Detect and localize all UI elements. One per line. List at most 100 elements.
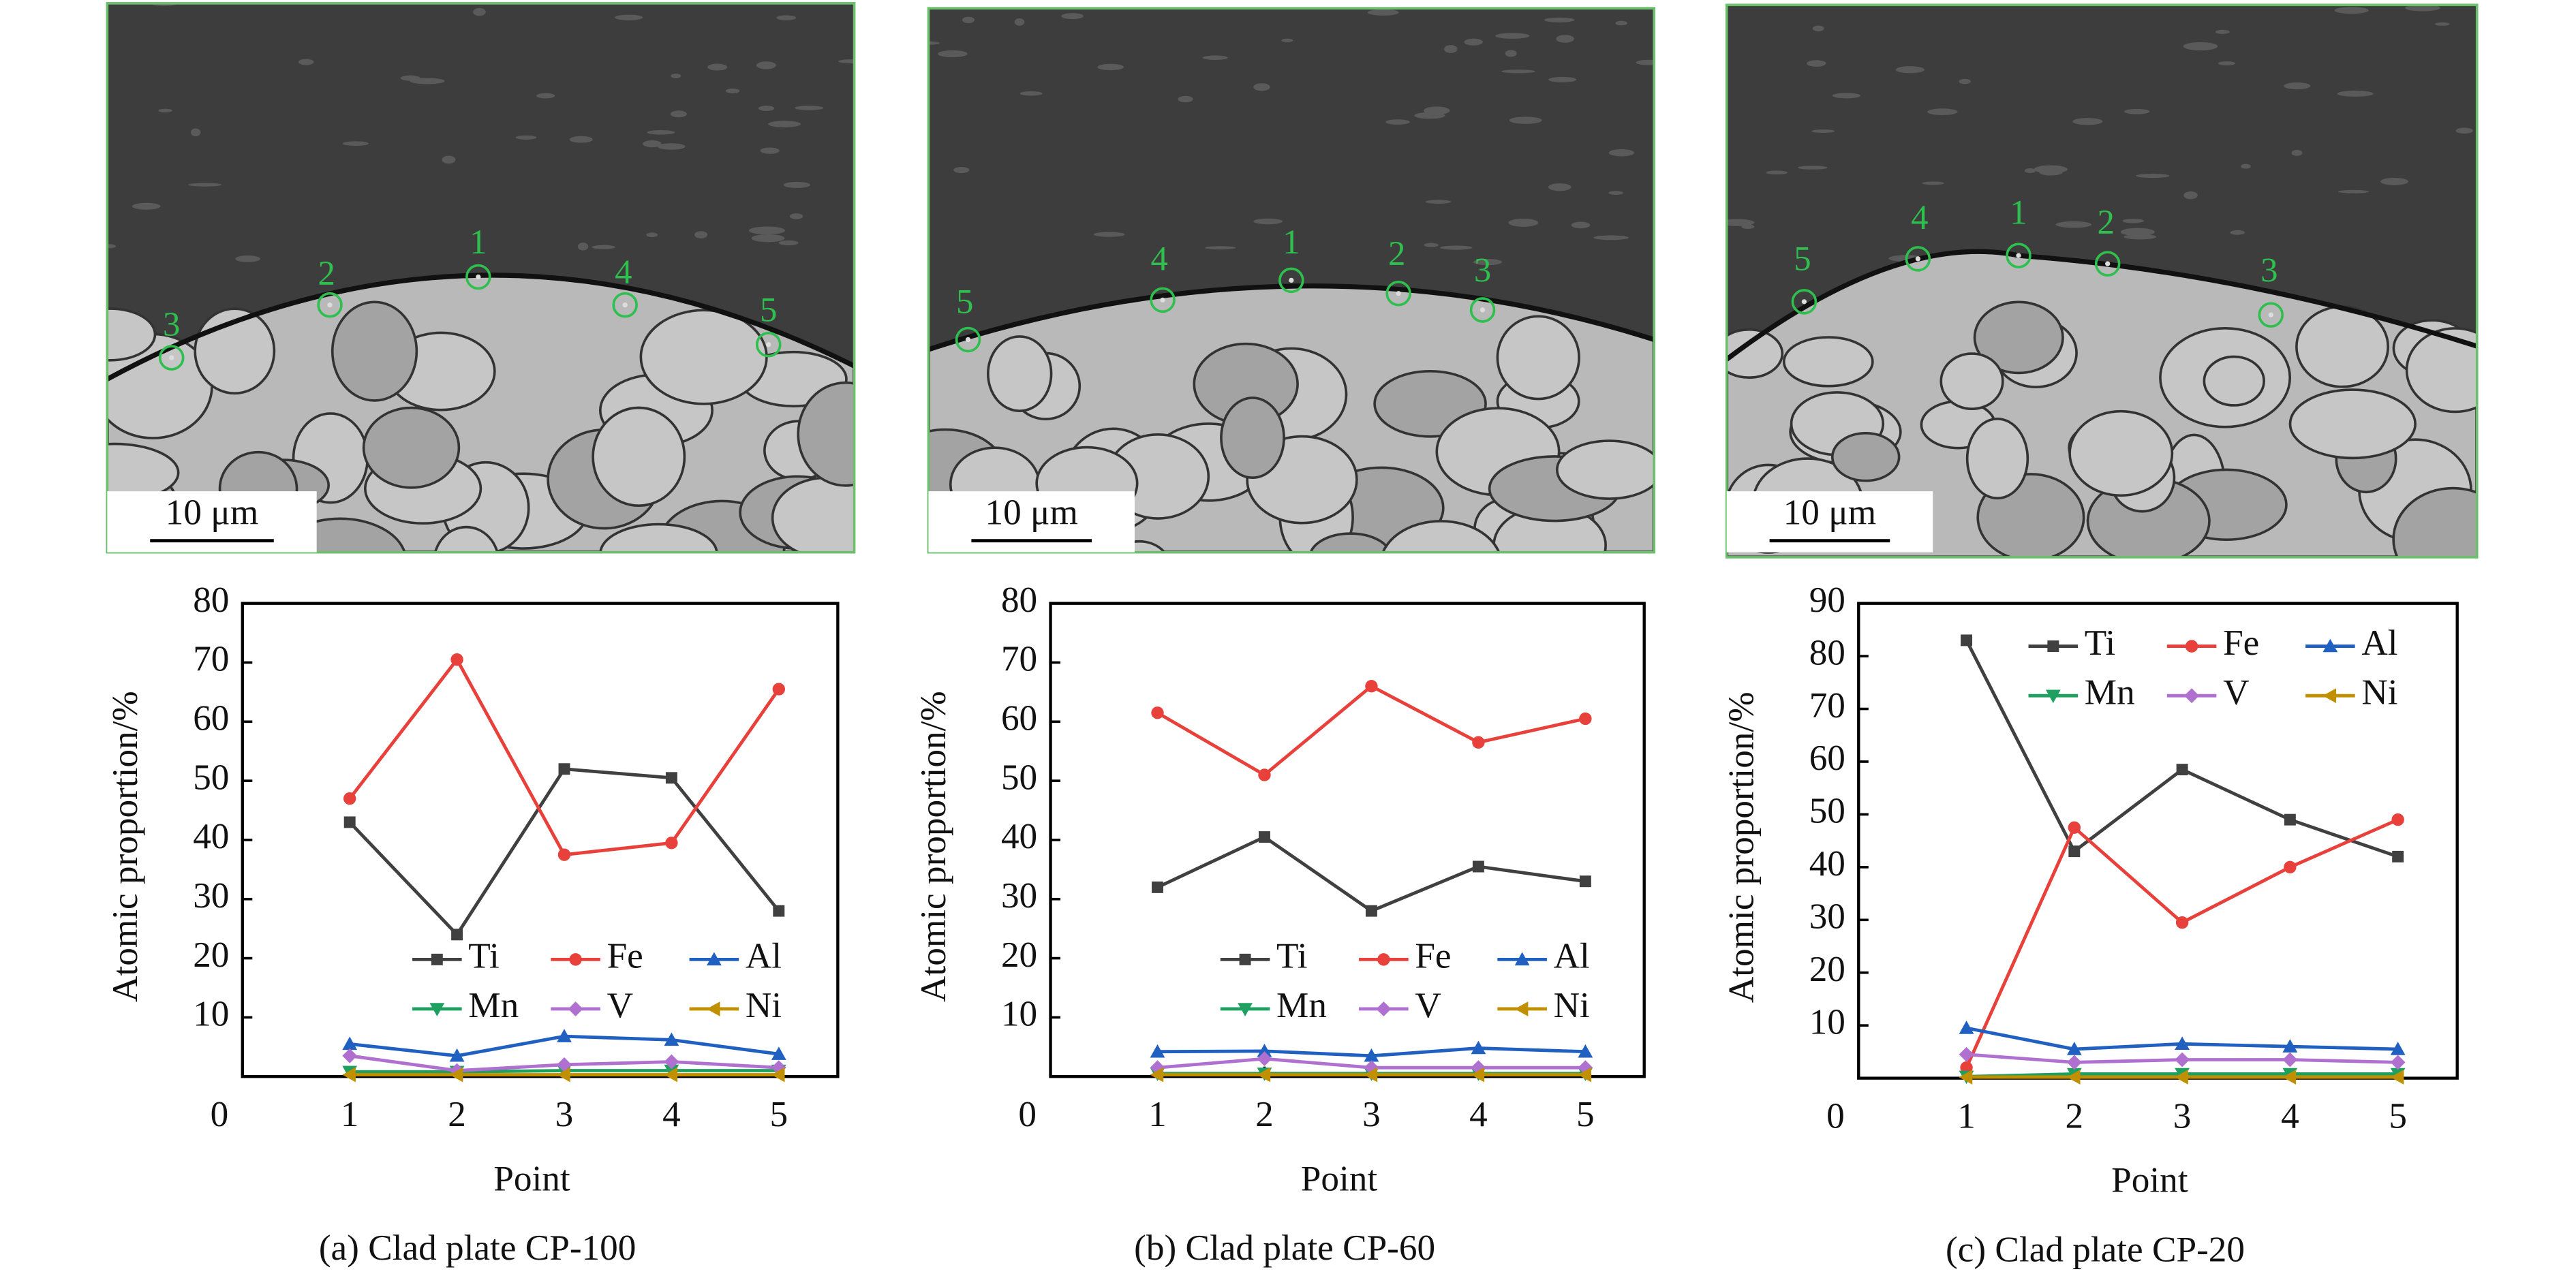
legend-marker [2045, 689, 2061, 704]
y-tick-label: 80 [1809, 632, 1845, 672]
data-point [2392, 850, 2404, 862]
precipitate [1424, 106, 1450, 115]
precipitate [1444, 45, 1458, 53]
precipitate [751, 234, 785, 243]
legend-label: Al [746, 936, 782, 976]
precipitate [789, 213, 803, 219]
data-point [1472, 860, 1484, 873]
analysis-point-dot [2268, 312, 2273, 317]
analysis-point-dot [1801, 299, 1807, 305]
y-tick-label: 80 [1001, 580, 1037, 620]
legend-label: Ni [746, 985, 782, 1025]
legend-marker [1376, 1001, 1392, 1016]
precipitate [768, 121, 801, 127]
analysis-point-dot [2105, 261, 2111, 266]
analysis-point-dot [327, 302, 333, 308]
precipitate [2241, 164, 2251, 169]
data-point [1579, 712, 1592, 726]
data-point [1258, 768, 1271, 781]
analysis-point [1905, 246, 1931, 272]
grain [1220, 396, 1285, 480]
chart-title: (a) Clad plate CP-100 [319, 1228, 637, 1268]
precipitate [2136, 174, 2170, 178]
precipitate [2284, 82, 2311, 90]
precipitate [298, 59, 314, 65]
x-tick-label: 5 [2389, 1095, 2407, 1136]
precipitate [2435, 22, 2450, 26]
x-tick-label: 4 [662, 1094, 681, 1134]
y-tick-label: 60 [1809, 738, 1845, 778]
x-tick-label: 1 [1957, 1095, 1976, 1136]
precipitate [1608, 191, 1623, 195]
grain [331, 300, 418, 402]
precipitate [1812, 25, 1824, 32]
point-label: 1 [470, 223, 487, 261]
data-point [2176, 764, 2188, 776]
y-tick-label: 40 [1809, 843, 1845, 884]
data-point [771, 1067, 785, 1083]
grain [1556, 439, 1655, 500]
data-point [2068, 845, 2081, 858]
precipitate [536, 93, 555, 99]
precipitate [1424, 243, 1439, 247]
legend-marker [2047, 640, 2059, 653]
y-tick-label: 10 [1001, 994, 1037, 1034]
grain [1496, 315, 1580, 401]
precipitate [342, 141, 369, 146]
grain [107, 307, 157, 362]
precipitate [671, 74, 681, 78]
micrograph-frame [106, 2, 856, 554]
precipitate [1253, 218, 1283, 225]
y-tick-label: 50 [1001, 757, 1037, 797]
legend-marker [2184, 688, 2199, 704]
legend-label: Mn [2085, 672, 2135, 712]
grain [797, 381, 855, 487]
precipitate [1608, 149, 1635, 157]
precipitate [1505, 50, 1517, 57]
grain [2392, 486, 2477, 557]
legend-label: Mn [468, 985, 519, 1025]
data-point [2282, 1052, 2298, 1068]
x-tick-label: 2 [1255, 1094, 1274, 1134]
precipitate [2024, 168, 2036, 173]
precipitate [107, 244, 117, 249]
analysis-point [2006, 243, 2031, 268]
precipitate [646, 232, 658, 238]
point-label: 1 [1283, 223, 1300, 261]
analysis-point [955, 326, 981, 353]
legend-marker [568, 1001, 583, 1016]
legend-marker [706, 1001, 720, 1016]
precipitate [442, 155, 456, 164]
data-point [1257, 1051, 1272, 1067]
precipitate [937, 50, 968, 58]
y-tick-label: 40 [193, 816, 229, 856]
precipitate [2055, 221, 2092, 228]
data-point [2390, 1042, 2406, 1055]
precipitate [756, 61, 776, 69]
y-axis-label: Atomic proportion/% [913, 691, 953, 1002]
y-tick-label: 60 [1001, 698, 1037, 738]
data-point [1471, 1067, 1485, 1083]
precipitate [1501, 69, 1535, 74]
y-tick-label: 70 [1001, 639, 1037, 679]
legend-label: V [607, 985, 633, 1025]
micrograph-frame [1725, 3, 2479, 559]
data-point [342, 1048, 358, 1063]
grain [2405, 327, 2477, 414]
precipitate [1019, 91, 1043, 96]
grain [2203, 355, 2265, 407]
precipitate [1178, 95, 1193, 103]
precipitate [1061, 13, 1084, 20]
precipitate [643, 140, 662, 148]
data-point [2175, 1070, 2188, 1085]
data-point [449, 1048, 465, 1062]
legend-marker [1238, 1003, 1253, 1016]
precipitate [1281, 38, 1293, 43]
precipitate [2337, 189, 2370, 193]
legend-label: Ti [468, 936, 499, 976]
precipitate [1571, 221, 1591, 229]
y-tick-label: 50 [193, 757, 229, 797]
x-tick-label: 4 [1469, 1094, 1488, 1134]
precipitate [2218, 61, 2235, 65]
precipitate [1544, 17, 1575, 22]
